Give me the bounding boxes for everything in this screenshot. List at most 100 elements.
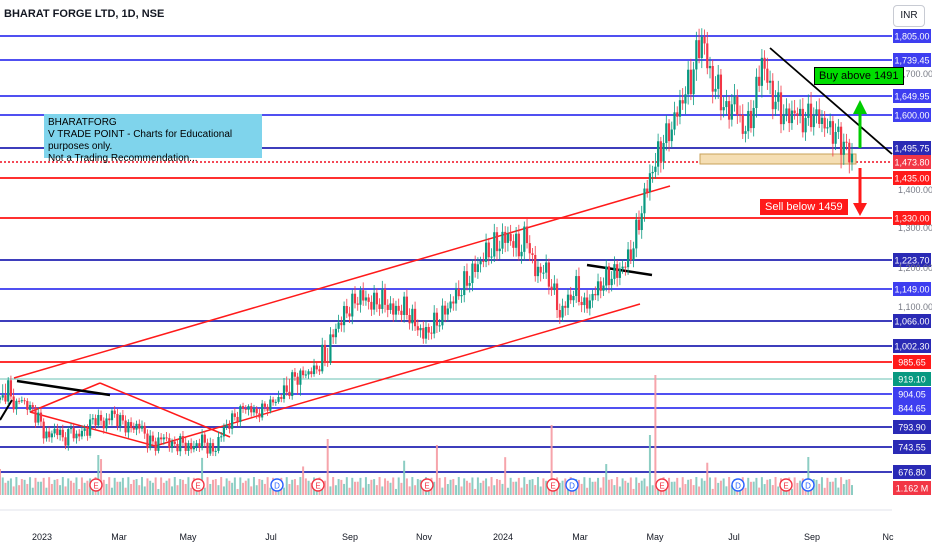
volume-bar [392, 477, 395, 495]
volume-bar [50, 483, 53, 495]
candle-body [676, 112, 679, 117]
volume-bar [444, 477, 447, 495]
candle-body [329, 334, 332, 363]
candle-body [831, 121, 834, 144]
volume-bar [793, 477, 796, 495]
volume-bar [506, 487, 509, 495]
volume-bar [632, 488, 635, 495]
candle-body [102, 420, 105, 429]
candle-body [782, 114, 785, 125]
volume-bar [293, 479, 296, 495]
candle-body [586, 297, 589, 309]
volume-bar [542, 478, 545, 495]
event-marker [270, 478, 284, 492]
volume-bar [678, 487, 681, 495]
price-level-tag [893, 141, 931, 155]
candle-body [626, 249, 630, 268]
volume-bar [496, 479, 498, 495]
candle-body [119, 415, 122, 427]
volume-bar [487, 486, 490, 495]
volume-bar [449, 479, 452, 495]
candle-body [799, 108, 802, 116]
candle-body [274, 401, 277, 403]
price-level-label: 793.90 [898, 423, 926, 433]
candle-body [222, 426, 226, 437]
currency-button[interactable]: INR [893, 5, 925, 27]
volume-bar [291, 479, 294, 495]
price-level-tag [893, 355, 931, 369]
volume-bar [143, 486, 146, 495]
support-zone [699, 153, 857, 165]
volume-bar [728, 477, 731, 495]
candle-body [801, 108, 804, 133]
candle-body [717, 74, 720, 89]
volume-bar [247, 478, 250, 495]
volume-bar [307, 480, 310, 495]
candle-body [228, 424, 231, 429]
volume-bar [534, 485, 537, 495]
volume-bar [717, 482, 720, 495]
volume-bar [621, 478, 624, 495]
volume-bar [668, 477, 671, 495]
candle-body [28, 405, 32, 410]
volume-bar [408, 486, 411, 495]
candle-body [681, 100, 684, 104]
volume-bar [493, 485, 496, 495]
candle-body [457, 288, 460, 297]
volume-bar [676, 477, 679, 495]
volume-bar [168, 478, 171, 495]
volume-bar [777, 486, 780, 495]
volume-bar [359, 477, 362, 495]
volume-bar [597, 477, 600, 495]
candle-body [498, 248, 501, 252]
x-tick-label: Mar [572, 532, 588, 542]
volume-bar [250, 486, 253, 495]
candle-body [105, 418, 108, 429]
volume-bar [261, 479, 264, 495]
volume-bar [132, 479, 135, 495]
volume-bar [648, 435, 651, 495]
candle-body [564, 305, 567, 308]
candle-body [777, 92, 780, 102]
candle-body [605, 266, 608, 286]
volume-bar [364, 477, 367, 495]
candle-body [807, 103, 810, 118]
price-level-label: 1,149.00 [894, 285, 929, 295]
volume-bar [703, 480, 706, 495]
volume-bar [45, 487, 48, 495]
candle-body [662, 143, 665, 162]
candle-body [618, 268, 621, 278]
x-tick-label: 2023 [32, 532, 52, 542]
candle-body [566, 294, 570, 308]
event-marker-letter: E [424, 482, 429, 491]
volume-bar [635, 477, 638, 495]
candle-body [744, 131, 747, 134]
candle-body [176, 443, 179, 452]
price-level-label: 904.05 [898, 390, 926, 400]
volume-bar [774, 477, 777, 495]
volume-bar [515, 481, 518, 495]
candle-body [157, 437, 160, 451]
candle-body [162, 437, 165, 440]
volume-bar [228, 480, 231, 495]
volume-bar [370, 479, 373, 495]
candle-body [26, 400, 29, 410]
volume-bar [482, 480, 485, 495]
candle-body [364, 297, 368, 301]
volume-bar [605, 464, 608, 495]
candle-body [580, 301, 583, 306]
price-level-label: 1,002.30 [894, 342, 929, 352]
volume-bar [154, 477, 157, 495]
candle-body [18, 400, 21, 402]
event-marker-letter: E [550, 482, 555, 491]
candle-body [553, 283, 556, 291]
volume-bar [86, 480, 89, 495]
event-marker-letter: E [93, 482, 98, 491]
candle-body [315, 365, 318, 370]
volume-bar [7, 480, 10, 495]
candle-body [72, 428, 75, 439]
volume-bar [389, 482, 392, 495]
volume-bar [1, 477, 4, 495]
volume-bar [209, 483, 212, 495]
